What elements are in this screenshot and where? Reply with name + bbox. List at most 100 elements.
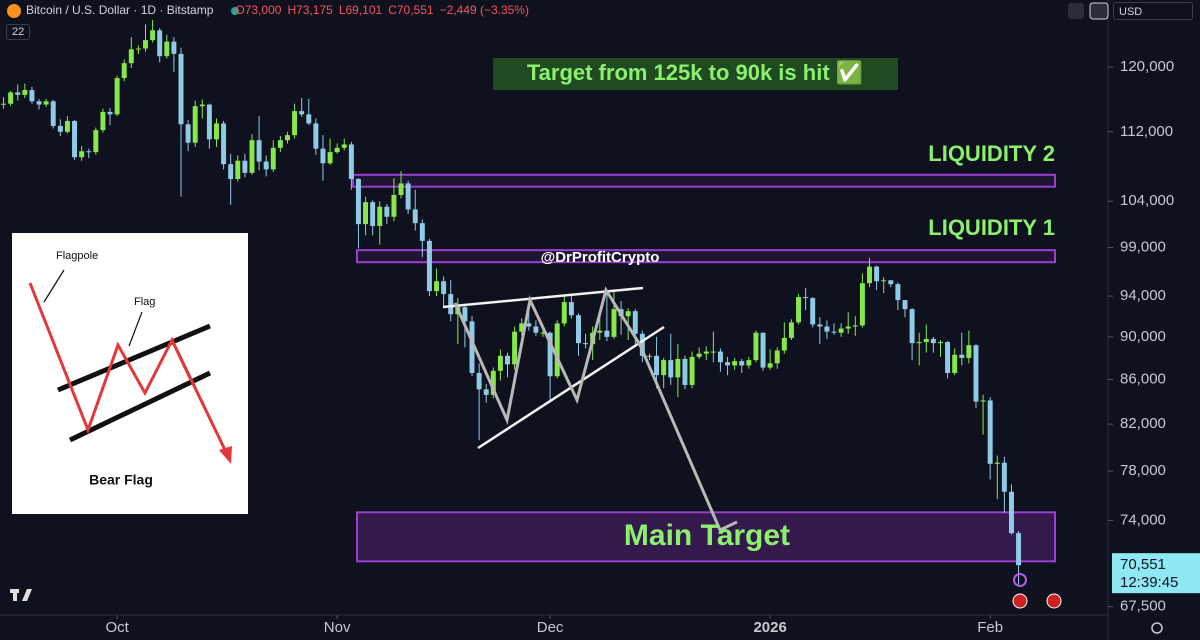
candle-body	[270, 147, 276, 170]
candle-body	[732, 361, 738, 366]
candle-body	[838, 328, 844, 333]
candle-body	[831, 331, 837, 333]
candle-body	[50, 101, 56, 126]
pointer	[43, 269, 65, 303]
countdown: 12:39:45	[1120, 574, 1178, 591]
candle-body	[490, 370, 496, 395]
candle-body	[803, 297, 809, 299]
zone	[356, 511, 1056, 563]
event-flag[interactable]	[1046, 593, 1062, 609]
candle-body	[86, 151, 92, 153]
candle-body	[36, 101, 42, 105]
ohlc: C70,551	[388, 3, 434, 17]
projection-path	[453, 286, 738, 533]
y-tick-label: 99,000	[1120, 238, 1166, 255]
x-tick-label: 2026	[753, 619, 786, 636]
candle-body	[966, 345, 972, 358]
candle-body	[980, 400, 986, 402]
candle-body	[214, 123, 219, 140]
candle-body	[540, 332, 546, 334]
candle-body	[930, 338, 936, 344]
candle-body	[774, 350, 780, 364]
candle-body	[646, 355, 652, 357]
indicator[interactable]: 22	[6, 24, 31, 40]
candle-body	[476, 372, 482, 390]
candle-body	[526, 323, 532, 327]
zone	[356, 249, 1056, 264]
candle-body	[881, 280, 887, 282]
candle-body	[739, 361, 745, 366]
event-icon[interactable]	[1013, 573, 1027, 587]
arrow-head	[219, 446, 232, 464]
candle-body	[327, 152, 333, 164]
candle-body	[221, 123, 227, 165]
inset-title: Bear Flag	[89, 472, 153, 488]
candle-body	[135, 48, 141, 50]
candle-body	[597, 330, 603, 333]
candle-body	[725, 362, 731, 366]
y-tick-label: 67,500	[1120, 598, 1166, 615]
candle-body	[206, 104, 212, 140]
y-tick-label: 104,000	[1120, 192, 1174, 209]
candle-body	[746, 360, 752, 366]
candle-body	[107, 111, 113, 115]
candle-body	[192, 106, 198, 143]
candle-body	[668, 360, 674, 378]
y-tick-label: 90,000	[1120, 328, 1166, 345]
candle-body	[909, 309, 915, 344]
coin-icon	[7, 4, 21, 18]
pointer	[128, 311, 143, 347]
candle-body	[1001, 462, 1007, 492]
candle-body	[902, 300, 908, 310]
candle-body	[171, 41, 177, 54]
candle-body	[568, 302, 574, 316]
banner: Target from 125k to 90k is hit ✅	[527, 60, 863, 85]
x-tick-label: Dec	[537, 619, 564, 636]
candle-body	[888, 280, 894, 285]
candle-body	[788, 322, 794, 338]
candle-body	[923, 338, 929, 343]
candle-body	[519, 323, 525, 332]
candle-body	[874, 266, 880, 282]
settings[interactable]	[1151, 622, 1163, 634]
candle-body	[370, 202, 376, 226]
button[interactable]	[1068, 3, 1084, 19]
event-flag[interactable]	[1012, 593, 1028, 609]
candle-body	[845, 326, 851, 329]
candle-body	[654, 355, 660, 376]
y-tick-label: 120,000	[1120, 58, 1174, 75]
candle-body	[320, 148, 326, 164]
zones	[352, 173, 1056, 563]
zone-label: LIQUIDITY 2	[928, 141, 1055, 166]
candle-body	[15, 92, 21, 95]
candle-body	[994, 462, 1000, 464]
candle-body	[824, 326, 830, 332]
candle-body	[235, 160, 241, 180]
candle-body	[199, 104, 205, 107]
candle-body	[256, 140, 262, 162]
candle-body	[426, 240, 432, 292]
candle-body	[1016, 533, 1022, 566]
price-label: 70,551	[1120, 556, 1166, 573]
currency[interactable]: USD	[1113, 2, 1193, 20]
candle-body	[22, 90, 28, 95]
candle-body	[150, 30, 156, 41]
candle-body	[441, 281, 447, 295]
watermark: @DrProfitCrypto	[541, 249, 660, 266]
candle-body	[604, 330, 610, 337]
candle-body	[306, 114, 312, 124]
candle-body	[43, 101, 49, 105]
candle-body	[554, 323, 560, 377]
candle-body	[505, 355, 510, 365]
header: Bitcoin / U.S. Dollar · 1D · Bitstamp O7…	[26, 3, 529, 17]
button[interactable]	[1089, 2, 1109, 20]
candle-body	[228, 164, 234, 180]
axes: 120,000 112,000 104,000 99,000 94,000 90,000 8…	[105, 58, 1200, 636]
ohlc: L69,101	[338, 3, 383, 17]
flag-line	[68, 370, 212, 443]
candle-body	[128, 49, 134, 64]
banner-box	[493, 58, 898, 90]
candle-body	[625, 311, 631, 317]
candle-body	[895, 284, 901, 301]
candle-body	[817, 324, 823, 327]
